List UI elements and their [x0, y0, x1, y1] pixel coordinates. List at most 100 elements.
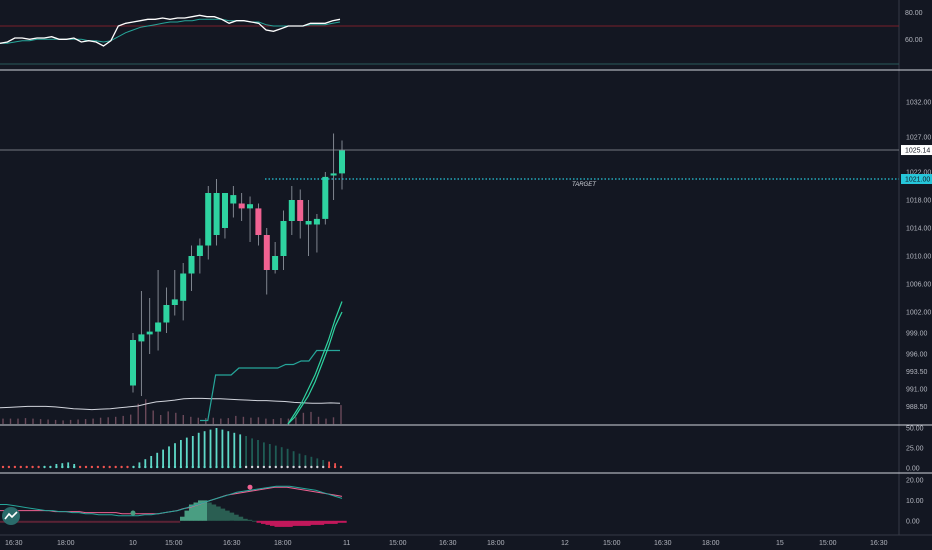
volume-bar — [302, 412, 305, 425]
momentum-bar — [197, 432, 200, 468]
time-axis-tick: 11 — [343, 540, 350, 547]
momentum-dot — [19, 465, 22, 469]
macd-histogram-bar — [18, 520, 23, 523]
candle-body — [130, 340, 136, 386]
momentum-dot — [31, 465, 34, 469]
last-price-label: 1025.14 — [905, 148, 930, 155]
macd-cross-dot — [247, 484, 253, 490]
macd-histogram-bar — [117, 520, 122, 523]
volume-bar — [39, 419, 42, 425]
macd-histogram-bar — [0, 520, 5, 523]
momentum-dot — [286, 465, 289, 469]
time-axis-tick: 16:30 — [223, 540, 241, 547]
momentum-dot — [256, 465, 260, 469]
momentum-dot — [132, 465, 135, 469]
momentum-dot — [84, 465, 88, 469]
volume-bar — [2, 418, 4, 424]
rsi-axis-tick: 80.00 — [905, 10, 923, 17]
momentum-bar — [185, 437, 188, 468]
macd-histogram-bar — [112, 520, 118, 523]
macd-histogram-bar — [292, 520, 298, 526]
macd-axis-tick: 0.00 — [906, 518, 920, 525]
momentum-bar — [239, 434, 242, 468]
volume-bar — [115, 416, 117, 424]
momentum-dot — [191, 465, 194, 469]
macd-histogram-bar — [315, 520, 320, 525]
volume-bar — [235, 415, 237, 424]
momentum-dot — [138, 465, 141, 469]
momentum-bar — [310, 456, 313, 468]
macd-histogram-bar — [126, 520, 131, 523]
macd-histogram-bar — [171, 520, 176, 523]
momentum-bar — [298, 453, 301, 468]
time-axis-tick: 15:00 — [389, 540, 407, 547]
momentum-dot — [126, 465, 129, 469]
volume-bar — [325, 418, 327, 424]
momentum-bar — [292, 451, 295, 468]
macd-histogram-bar — [252, 520, 257, 522]
candle-body — [155, 322, 162, 332]
price-axis-tick: 1032.00 — [906, 100, 931, 107]
macd-histogram-bar — [90, 520, 95, 523]
volume-bar — [84, 419, 87, 425]
macd-histogram-bar — [144, 520, 149, 523]
candle-body — [272, 256, 279, 270]
volume-bar — [17, 418, 19, 424]
momentum-bar — [209, 429, 212, 468]
momentum-bar — [144, 459, 147, 468]
fast-trend-line — [287, 311, 343, 425]
momentum-bar — [280, 447, 283, 468]
volume-bar — [272, 419, 275, 425]
volume-bar — [227, 418, 229, 424]
momentum-dot — [280, 465, 283, 469]
volume-bar — [295, 417, 297, 425]
macd-histogram-bar — [166, 520, 172, 523]
macd-histogram-bar — [243, 518, 248, 521]
macd-histogram-bar — [40, 520, 46, 523]
macd-histogram-bar — [72, 520, 77, 523]
rsi-signal-line — [0, 18, 341, 44]
momentum-bar — [316, 458, 319, 468]
momentum-bar — [334, 463, 336, 468]
macd-histogram-bar — [36, 520, 41, 523]
macd-histogram-bar — [58, 520, 64, 523]
momentum-dot — [197, 465, 200, 469]
momentum-bar — [150, 456, 153, 468]
momentum-dot — [339, 465, 343, 469]
volume-bar — [47, 419, 49, 424]
momentum-dot — [1, 465, 5, 469]
macd-histogram-bar — [103, 520, 109, 523]
momentum-dot — [173, 465, 177, 469]
momentum-bar — [180, 440, 182, 468]
volume-bar — [212, 417, 214, 424]
volume-bar — [242, 416, 245, 424]
volume-bar — [175, 412, 177, 425]
macd-histogram-bar — [256, 520, 262, 523]
macd-histogram-bar — [234, 514, 239, 521]
momentum-bar — [268, 444, 271, 468]
macd-histogram-bar — [333, 520, 338, 524]
macd-histogram-bar — [328, 520, 334, 524]
momentum-dot — [310, 465, 313, 469]
momentum-bar — [61, 463, 64, 468]
time-axis-tick: 16:30 — [654, 540, 672, 547]
momentum-bar — [286, 448, 289, 468]
volume-bar — [190, 416, 192, 424]
macd-histogram-bar — [130, 520, 136, 523]
candle-body — [230, 195, 237, 204]
volume-bar — [32, 418, 34, 424]
momentum-dot — [221, 465, 224, 469]
macd-histogram-bar — [265, 520, 271, 525]
time-axis-tick: 15 — [776, 540, 784, 547]
macd-histogram-bar — [54, 520, 59, 523]
macd-histogram-bar — [337, 520, 343, 523]
price-axis-tick: 996.00 — [906, 352, 928, 359]
candle-body — [330, 173, 337, 176]
momentum-bar — [257, 440, 259, 468]
macd-histogram-bar — [45, 520, 50, 523]
volume-bar — [317, 416, 320, 424]
macd-histogram-bar — [108, 520, 113, 523]
price-axis-tick: 1027.00 — [906, 135, 931, 142]
momentum-dot — [167, 465, 171, 469]
